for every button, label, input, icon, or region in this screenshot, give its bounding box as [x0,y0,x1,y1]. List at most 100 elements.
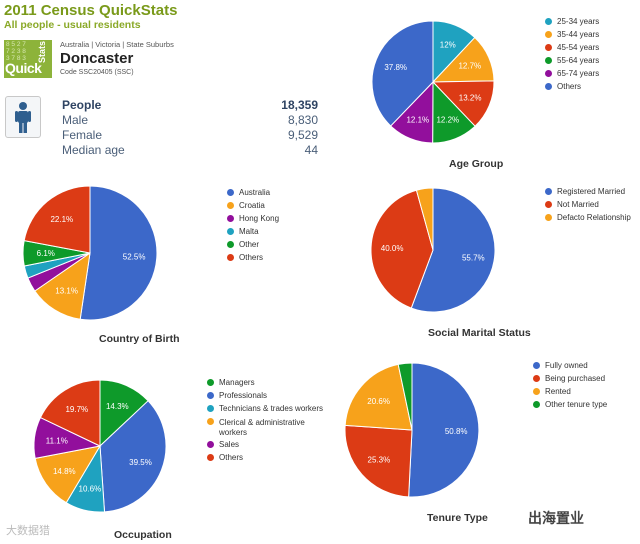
legend-swatch [545,31,552,38]
chart-title-tenure-type: Tenure Type [427,512,488,524]
legend-label: Being purchased [545,374,606,383]
legend-label: Not Married [557,200,599,209]
page-subtitle: All people - usual residents [4,19,141,31]
watermark-right: 出海置业 [528,510,584,526]
legend-item: Other [227,241,279,254]
legend-swatch [545,201,552,208]
slice-label-tenure-type: 25.3% [368,455,391,464]
legend-swatch [533,362,540,369]
legend-label: Malta [239,227,259,236]
chart-title-marital-status: Social Marital Status [428,327,531,339]
stat-value: 9,529 [287,128,318,142]
pie-slice-marital-status [370,189,434,309]
slice-label-age-group: 12% [440,41,456,50]
legend-occupation: Managers Professionals Technicians & tra… [207,379,323,467]
chart-title-occupation: Occupation [114,529,172,541]
pie-slice-tenure-type [397,362,413,431]
legend-item: Australia [227,189,279,202]
slice-label-country-of-birth: 13.1% [55,287,78,296]
legend-swatch [227,254,234,261]
stat-label: Median age [62,143,125,157]
stat-label: Female [62,128,103,142]
legend-item: Others [545,83,599,96]
legend-swatch [545,44,552,51]
pie-slice-age-group [371,20,434,127]
slice-label-country-of-birth: 22.1% [50,215,73,224]
legend-label: Sales [219,440,240,449]
slice-label-occupation: 39.5% [129,458,152,467]
stat-value: 18,359 [281,98,318,112]
page-title: 2011 Census QuickStats [4,2,178,19]
pie-slice-tenure-type [408,362,480,498]
legend-swatch [207,379,214,386]
legend-item: 65-74 years [545,70,599,83]
legend-item: Clerical & administrative workers [207,418,323,441]
legend-item: Registered Married [545,188,631,201]
legend-swatch [533,388,540,395]
legend-swatch [207,454,214,461]
slice-label-age-group: 12.1% [406,115,429,124]
legend-item: Being purchased [533,375,607,388]
slice-label-age-group: 12.2% [436,115,459,124]
legend-swatch [545,18,552,25]
legend-swatch [545,214,552,221]
legend-item: Others [207,454,323,467]
place-code: Code SSC20405 (SSC) [60,69,134,76]
slice-label-age-group: 13.2% [459,94,482,103]
legend-swatch [207,418,214,425]
legend-country-of-birth: Australia Croatia Hong Kong Malta Other … [227,189,279,267]
legend-label: Professionals [219,391,268,400]
legend-item: Others [227,254,279,267]
legend-label: Other tenure type [545,400,608,409]
pie-slice-country-of-birth [79,185,158,321]
legend-item: Defacto Relationship [545,214,631,227]
legend-swatch [545,83,552,90]
legend-label: Hong Kong [239,214,280,223]
legend-label: Other [239,240,260,249]
stat-value: 44 [304,143,318,157]
slice-label-marital-status: 40.0% [381,244,404,253]
legend-item: Managers [207,379,323,392]
legend-swatch [545,57,552,64]
pie-slice-marital-status [410,187,496,313]
pie-slice-marital-status [415,187,434,251]
legend-item: Not Married [545,201,631,214]
legend-label: Croatia [239,201,265,210]
legend-marital-status: Registered Married Not Married Defacto R… [545,188,631,227]
person-icon [5,96,41,138]
chart-title-country-of-birth: Country of Birth [99,333,180,345]
legend-swatch [227,241,234,248]
pie-slice-occupation [39,379,101,447]
slice-label-country-of-birth: 52.5% [123,252,146,261]
slice-label-age-group: 37.8% [384,63,407,72]
legend-item: Croatia [227,202,279,215]
watermark-left: 大数据猎 [6,525,50,537]
legend-swatch [207,392,214,399]
pie-slice-occupation [99,400,167,513]
chart-title-age-group: Age Group [449,158,504,170]
legend-label: Rented [545,387,571,396]
stat-label: People [62,98,102,112]
legend-swatch [545,70,552,77]
legend-label: Registered Married [557,187,626,196]
legend-tenure-type: Fully owned Being purchased Rented Other… [533,362,607,414]
legend-item: 45-54 years [545,44,599,57]
slice-label-tenure-type: 50.8% [445,427,468,436]
legend-swatch [227,202,234,209]
breadcrumb[interactable]: Australia | Victoria | State Suburbs [60,40,174,49]
slice-label-country-of-birth: 6.1% [37,249,55,258]
stat-label: Male [62,113,89,127]
legend-label: Clerical & administrative workers [219,418,305,437]
slice-label-age-group: 12.7% [458,62,481,71]
legend-swatch [227,215,234,222]
legend-item: Other tenure type [533,401,607,414]
slice-label-marital-status: 55.7% [462,253,485,262]
legend-item: Fully owned [533,362,607,375]
pie-slice-tenure-type [344,363,413,431]
slice-label-tenure-type: 20.6% [367,397,390,406]
legend-swatch [227,228,234,235]
legend-label: Technicians & trades workers [219,404,324,413]
legend-label: Managers [219,378,255,387]
slice-label-occupation: 10.6% [79,484,102,493]
